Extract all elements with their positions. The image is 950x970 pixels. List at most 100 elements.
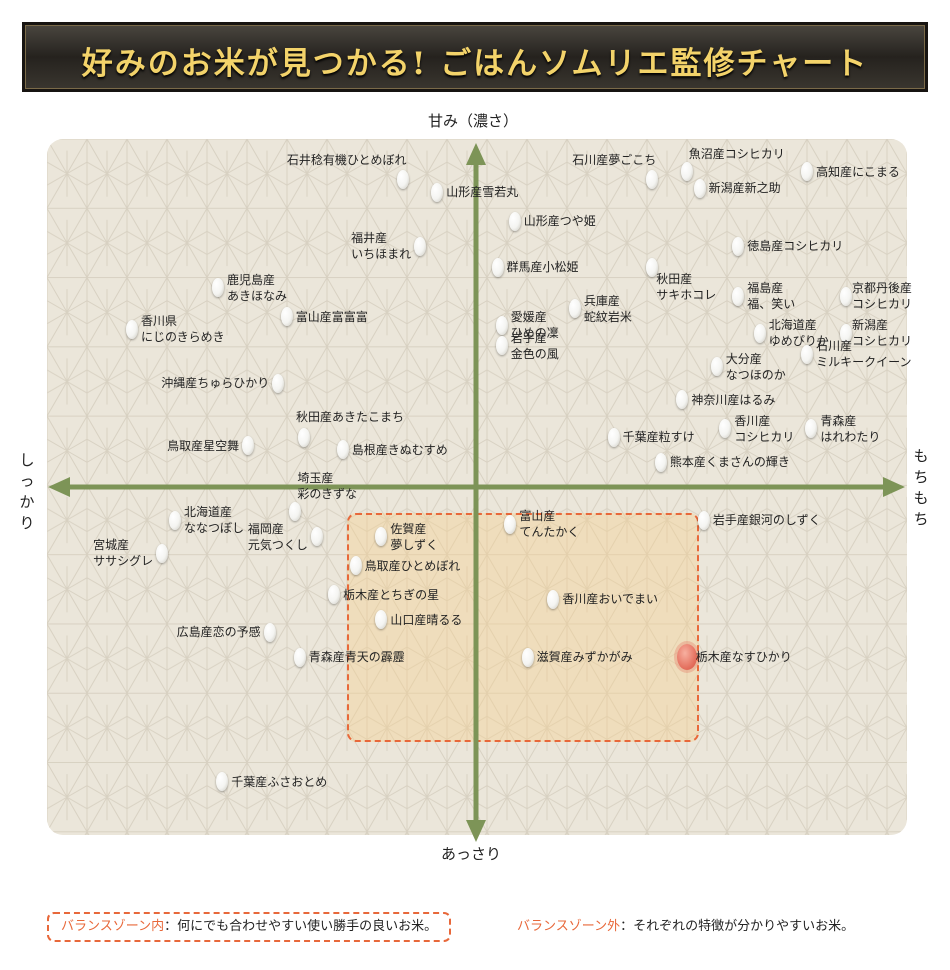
legend-inside-text: ：何にでも合わせやすい使い勝手の良いお米。	[164, 919, 438, 934]
point-label: 魚沼産コシヒカリ	[688, 146, 785, 161]
rice-grain	[801, 344, 814, 364]
rice-grain	[753, 323, 766, 343]
point-label: 山形産雪若丸	[446, 185, 519, 200]
rice-grain	[646, 257, 659, 277]
rice-grain	[646, 170, 659, 190]
point-label: 新潟産 コシヒカリ	[852, 318, 913, 349]
legend-outside-text: ：それぞれの特徴が分かりやすいお米。	[620, 919, 855, 934]
point-label: 大分産 なつほのか	[725, 351, 786, 382]
rice-grain	[491, 257, 504, 277]
axis-label-right: もちもち	[913, 447, 929, 528]
point-label: 広島産恋の予感	[176, 625, 261, 640]
point-label: 愛媛産 ひめの凜	[510, 310, 559, 341]
legend-inside-zone: バランスゾーン内：何にでも合わせやすい使い勝手の良いお米。	[47, 912, 452, 942]
legend-inside-key: バランスゾーン内	[61, 919, 165, 934]
rice-grain	[697, 510, 710, 530]
point-label: 沖縄産ちゅらひかり	[161, 376, 270, 391]
point-label: 秋田産あきたこまち	[296, 410, 405, 425]
point-label: 千葉産ふさおとめ	[231, 774, 328, 789]
axis-label-bottom: あっさり	[441, 845, 502, 863]
point-label: 秋田産 サキホコレ	[656, 272, 717, 303]
point-label: 栃木産とちぎの星	[343, 587, 440, 602]
axis-arrow-right	[883, 477, 905, 497]
point-label: 群馬産小松姫	[506, 260, 579, 275]
point-label: 青森産 はれわたり	[820, 413, 881, 444]
balance-zone	[347, 513, 699, 742]
point-label: 徳島産コシヒカリ	[747, 239, 844, 254]
rice-grain	[375, 527, 388, 547]
point-label: 栃木産なすひかり	[695, 650, 792, 665]
rice-grain	[504, 514, 517, 534]
point-label: 島根産きぬむすめ	[351, 442, 448, 457]
rice-grain	[263, 622, 276, 642]
point-label: 兵庫産 蛇紋岩米	[583, 293, 632, 324]
rice-grain	[495, 336, 508, 356]
point-label: 香川産 コシヒカリ	[734, 413, 795, 444]
rice-grain	[801, 162, 814, 182]
legend-outside-key: バランスゾーン外	[517, 919, 621, 934]
rice-grain	[293, 647, 306, 667]
legend-outside-zone: バランスゾーン外：それぞれの特徴が分かりやすいお米。	[517, 914, 854, 940]
rice-grain	[676, 390, 689, 410]
rice-grain	[289, 502, 302, 522]
axis-label-top: 甘み（濃さ）	[428, 112, 519, 130]
rice-grain	[169, 510, 181, 530]
rice-grain	[242, 436, 255, 455]
rice-grain	[328, 585, 341, 605]
point-label: 富山産 てんたかく	[519, 509, 580, 540]
point-label: 北海道産 ななつぼし	[184, 505, 245, 536]
point-label: 石井稔有機ひとめぼれ	[286, 152, 407, 167]
rice-grain	[732, 286, 745, 306]
rice-grain	[710, 357, 723, 377]
axis-arrow-top	[466, 143, 486, 165]
point-label: 千葉産粒すけ	[622, 430, 695, 445]
rice-grain	[547, 589, 560, 609]
point-label: 山形産つや姫	[523, 214, 596, 229]
point-label: 滋賀産みずかがみ	[536, 650, 633, 665]
rice-grain	[349, 556, 362, 576]
point-label: 岩手産 金色の風	[510, 330, 559, 361]
rice-grain	[607, 427, 620, 447]
point-label: 福島産 福、笑い	[747, 281, 796, 312]
title-banner: 好みのお米が見つかる! ごはんソムリエ監修チャート	[22, 22, 928, 92]
rice-grain	[156, 543, 169, 563]
rice-grain	[693, 178, 706, 198]
page-title: 好みのお米が見つかる! ごはんソムリエ監修チャート	[81, 46, 869, 82]
rice-grain	[310, 527, 323, 547]
rice-grain	[732, 236, 745, 256]
point-label: 高知産にこまる	[816, 164, 900, 179]
point-label: 石川産夢ごこち	[572, 152, 657, 167]
point-label: 石川産 ミルキークイーン	[816, 339, 912, 370]
point-label: 新潟産新之助	[708, 181, 781, 196]
rice-grain	[216, 772, 229, 792]
point-label: 岩手産銀河のしずく	[712, 513, 821, 528]
point-label: 青森産青天の霹靂	[308, 650, 405, 665]
rice-grain	[336, 440, 349, 460]
rice-grain	[212, 278, 224, 298]
rice-grain	[521, 647, 534, 667]
rice-grain-highlight	[676, 644, 697, 671]
point-label: 埼玉産 彩のきずな	[297, 470, 358, 501]
point-label: 香川県 にじのきらめき	[141, 314, 225, 345]
axis-arrow-bottom	[466, 820, 486, 842]
rice-grain	[414, 236, 427, 256]
axis-label-left: しっかり	[19, 451, 35, 532]
point-label: 熊本産くまさんの輝き	[669, 455, 790, 470]
point-label: 福岡産 元気つくし	[247, 521, 308, 552]
point-label: 京都丹後産 コシヒカリ	[852, 281, 913, 312]
rice-grain	[839, 323, 852, 343]
rice-grain	[126, 319, 138, 339]
rice-grain	[396, 170, 409, 190]
rice-grain	[280, 307, 293, 327]
point-label: 鳥取産ひとめぼれ	[364, 558, 461, 573]
axis-arrow-left	[48, 477, 70, 497]
point-label: 福井産 いちほまれ	[351, 231, 412, 262]
point-label: 香川産おいでまい	[562, 592, 659, 607]
point-label: 北海道産 ゆめぴりか	[768, 318, 829, 349]
rice-grain	[298, 427, 310, 447]
rice-grain	[272, 373, 285, 393]
point-label: 鳥取産星空舞	[167, 438, 240, 453]
rice-grain	[568, 299, 581, 319]
rice-grain	[431, 182, 444, 202]
rice-grain	[508, 211, 521, 231]
